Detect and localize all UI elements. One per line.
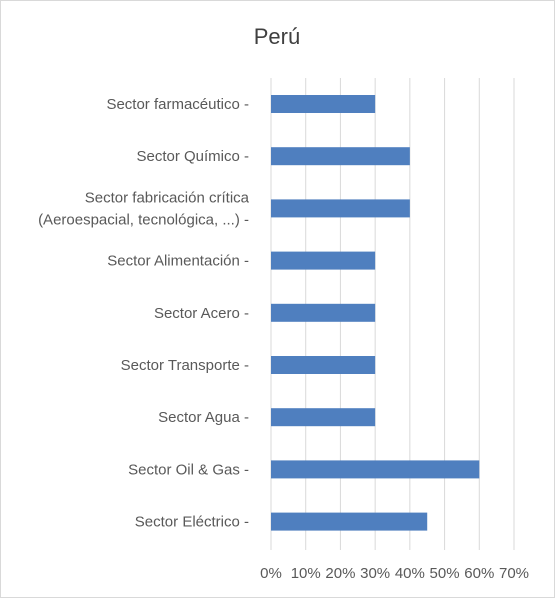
category-label-4: Sector Acero -: [154, 305, 249, 322]
bar-4: [271, 303, 376, 322]
category-label-8: Sector Eléctrico -: [135, 514, 249, 531]
category-label-6: Sector Agua -: [158, 409, 249, 426]
chart-title: Perú: [254, 24, 300, 49]
x-tick-label-7: 70%: [499, 565, 529, 582]
bar-1: [271, 147, 410, 166]
category-label-0: Sector farmacéutico -: [106, 96, 249, 113]
category-label-2-line-0: Sector fabricación crítica: [85, 189, 250, 206]
category-label-3: Sector Alimentación -: [107, 253, 249, 270]
category-label-1: Sector Químico -: [136, 148, 249, 165]
category-labels: Sector farmacéutico - Sector Químico - Sec…: [38, 96, 250, 531]
category-label-7: Sector Oil & Gas -: [128, 461, 249, 478]
x-tick-label-5: 50%: [430, 565, 460, 582]
bar-3: [271, 251, 376, 270]
bar-8: [271, 512, 428, 531]
bar-6: [271, 408, 376, 427]
category-label-2-line-1: (Aeroespacial, tecnológica, ...) -: [38, 211, 249, 228]
x-tick-label-4: 40%: [395, 565, 425, 582]
x-tick-label-3: 30%: [360, 565, 390, 582]
x-axis-tick-labels: 0% 10% 20% 30% 40% 50% 60% 70%: [260, 565, 529, 582]
bar-5: [271, 356, 376, 374]
bar-2: [271, 199, 410, 218]
x-tick-label-1: 10%: [291, 565, 321, 582]
category-label-5: Sector Transporte -: [121, 357, 249, 374]
x-tick-label-2: 20%: [325, 565, 355, 582]
x-tick-label-6: 60%: [464, 565, 494, 582]
bar-0: [271, 95, 376, 113]
bar-7: [271, 460, 480, 479]
x-tick-label-0: 0%: [260, 565, 282, 582]
bars: [271, 95, 480, 531]
